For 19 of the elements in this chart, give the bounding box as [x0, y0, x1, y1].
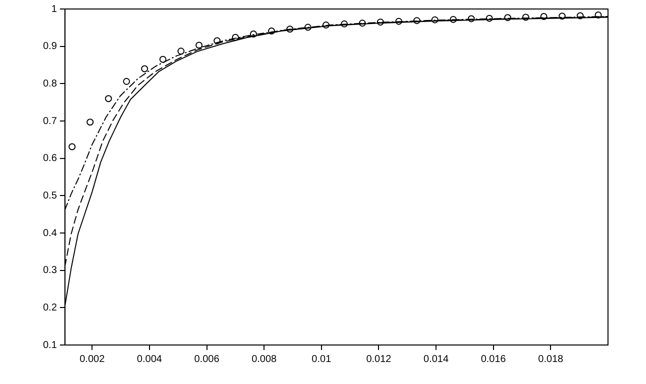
y-tick-label: 0.5: [42, 190, 58, 202]
y-tick-label: 0.8: [42, 78, 58, 90]
y-tick-label: 0.9: [42, 41, 58, 52]
x-tick-label: 0.014: [424, 354, 449, 365]
y-tick-label: 0.2: [42, 302, 58, 314]
x-tick-label: 0.01: [312, 354, 332, 365]
y-tick-label: 0.6: [42, 153, 58, 164]
x-tick-label: 0.016: [480, 354, 506, 365]
x-tick-label: 0.008: [252, 354, 278, 365]
y-tick-label: 0.1: [42, 340, 58, 351]
x-tick-label: 0.012: [366, 354, 392, 365]
x-tick-label: 0.004: [136, 354, 162, 365]
y-tick-label: 0.4: [42, 228, 58, 239]
y-tick-label: 0.3: [42, 265, 58, 276]
x-tick-label: 0.018: [538, 354, 564, 365]
x-tick-label: 0.006: [194, 354, 220, 365]
x-tick-label: 0.002: [80, 354, 106, 365]
y-tick-label: 0.7: [42, 116, 58, 127]
y-tick-label: 1: [51, 4, 58, 15]
